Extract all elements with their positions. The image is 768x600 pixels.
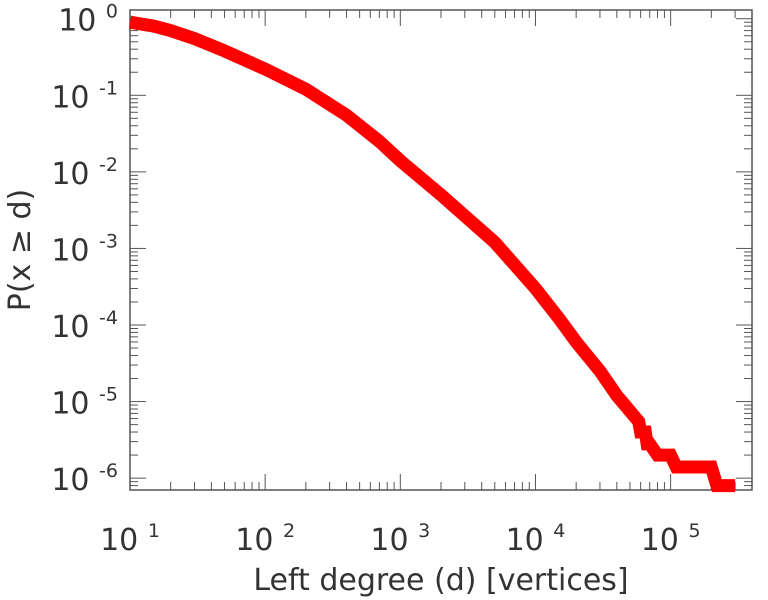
x-tick-label: 10 5	[641, 520, 701, 558]
y-tick-label: 10 0	[58, 1, 118, 39]
x-tick-label: 10 4	[506, 520, 566, 558]
series-layer	[128, 15, 736, 493]
x-tick-label: 10 2	[235, 520, 295, 558]
series-line-0	[128, 15, 736, 493]
x-tick-label: 10 3	[370, 520, 430, 558]
y-tick-label: 10 -3	[51, 230, 118, 268]
major-ticks	[129, 10, 752, 490]
y-tick-label: 10 -4	[51, 307, 118, 345]
x-tick-labels: 10 1 10 2 10 3 10 4 10 5	[100, 520, 700, 558]
y-tick-label: 10 -5	[51, 384, 118, 422]
y-tick-label: 10 -1	[51, 77, 118, 115]
x-axis-title: Left degree (d) [vertices]	[253, 563, 628, 598]
y-axis-title: P(x ≥ d)	[3, 189, 38, 312]
plot-frame	[129, 9, 753, 491]
minor-ticks	[130, 10, 753, 491]
y-tick-label: 10 -2	[51, 154, 118, 192]
y-tick-labels: 10 0 10 -1 10 -2 10 -3 10 -4 10 -5 10 -6	[51, 1, 118, 498]
x-tick-label: 10 1	[100, 520, 160, 558]
y-tick-label: 10 -6	[51, 460, 118, 498]
